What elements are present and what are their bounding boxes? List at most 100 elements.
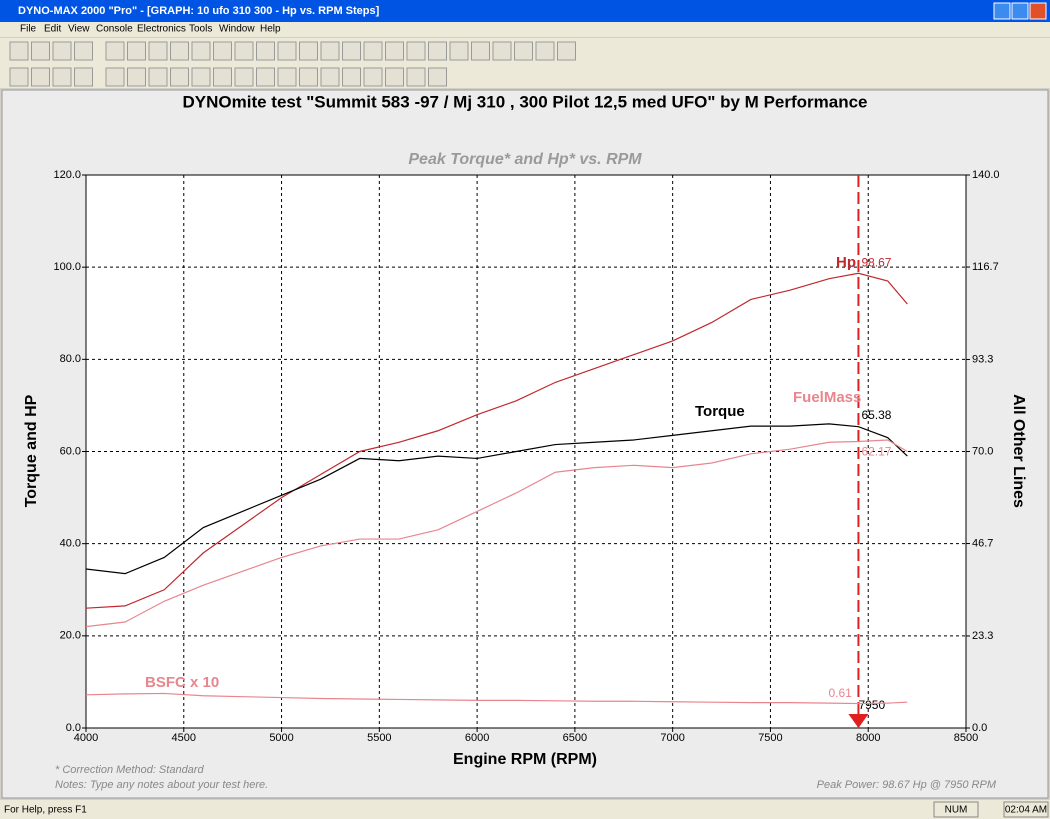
toolbar-button[interactable] <box>52 67 72 87</box>
toolbar-button[interactable] <box>9 67 29 87</box>
y-tick-label: 100.0 <box>53 261 81 273</box>
toolbar-button[interactable] <box>428 41 447 61</box>
menu-item[interactable]: Window <box>219 24 255 35</box>
status-text: 02:04 AM <box>1005 805 1047 816</box>
toolbar-button[interactable] <box>320 67 340 87</box>
x-tick-label: 4500 <box>172 732 196 744</box>
x-tick-label: 8000 <box>856 732 880 744</box>
menu-item[interactable]: Edit <box>44 24 61 35</box>
status-text: NUM <box>945 805 968 816</box>
toolbar-button[interactable] <box>385 41 404 61</box>
x-tick-label: 4000 <box>74 732 98 744</box>
y2-tick-label: 140.0 <box>972 169 1000 181</box>
menu-item[interactable]: Tools <box>189 24 212 35</box>
menu-item[interactable]: View <box>68 24 90 35</box>
series-label: Hp <box>836 254 856 271</box>
cursor-value: 98.67 <box>861 255 891 269</box>
toolbar-button[interactable] <box>557 41 576 61</box>
y2-axis-label: All Other Lines <box>1010 394 1027 508</box>
cursor-value: 65.38 <box>861 408 891 422</box>
x-tick-label: 5500 <box>367 732 391 744</box>
series-line <box>85 423 908 575</box>
menu-item[interactable]: Console <box>96 24 133 35</box>
y-tick-label: 20.0 <box>60 630 81 642</box>
note: * Correction Method: Standard <box>55 764 204 776</box>
toolbar-button[interactable] <box>492 41 512 61</box>
toolbar-button[interactable] <box>148 67 168 87</box>
toolbar-button[interactable] <box>535 41 555 61</box>
toolbar-button[interactable] <box>299 41 318 61</box>
peak-note: Peak Power: 98.67 Hp @ 7950 RPM <box>817 779 997 791</box>
toolbar-button[interactable] <box>31 41 50 61</box>
maximize-button[interactable] <box>1011 2 1029 20</box>
menu-bar <box>0 22 1050 37</box>
toolbar-button[interactable] <box>148 41 168 61</box>
cursor-marker <box>848 714 869 728</box>
test-heading: DYNOmite test "Summit 583 -97 / Mj 310 ,… <box>182 92 867 111</box>
y-tick-label: 60.0 <box>60 445 81 457</box>
toolbar-button[interactable] <box>299 67 318 87</box>
y-tick-label: 80.0 <box>60 353 81 365</box>
toolbar-button[interactable] <box>320 41 340 61</box>
y2-tick-label: 0.0 <box>972 722 987 734</box>
toolbar-button[interactable] <box>234 67 254 87</box>
x-tick-label: 7500 <box>758 732 782 744</box>
toolbar-button[interactable] <box>127 67 146 87</box>
x-tick-label: 6000 <box>465 732 489 744</box>
toolbar-button[interactable] <box>256 41 275 61</box>
toolbar-button[interactable] <box>342 67 361 87</box>
y2-tick-label: 93.3 <box>972 353 993 365</box>
close-button[interactable] <box>1029 2 1047 20</box>
y-tick-label: 40.0 <box>60 538 81 550</box>
series-line <box>85 272 908 609</box>
y-axis-label: Torque and HP <box>23 394 40 507</box>
toolbar-button[interactable] <box>213 41 232 61</box>
toolbar-button[interactable] <box>385 67 404 87</box>
y2-tick-label: 116.7 <box>972 261 999 273</box>
menu-item[interactable]: File <box>20 24 37 35</box>
x-tick-label: 7000 <box>660 732 684 744</box>
toolbar-button[interactable] <box>105 67 125 87</box>
x-tick-label: 8500 <box>954 732 978 744</box>
toolbar-button[interactable] <box>9 41 29 61</box>
toolbar-button[interactable] <box>191 67 211 87</box>
cursor-value: 62.17 <box>861 445 891 459</box>
toolbar-button[interactable] <box>363 41 383 61</box>
toolbar-button[interactable] <box>363 67 383 87</box>
x-tick-label: 5000 <box>269 732 293 744</box>
toolbar-button[interactable] <box>74 67 93 87</box>
x-tick-label: 6500 <box>563 732 587 744</box>
toolbar-button[interactable] <box>74 41 93 61</box>
toolbar-button[interactable] <box>127 41 146 61</box>
toolbar-button[interactable] <box>449 41 469 61</box>
title-bar <box>0 0 1050 22</box>
toolbar-button[interactable] <box>406 41 426 61</box>
toolbar-button[interactable] <box>277 67 297 87</box>
status-text: For Help, press F1 <box>4 805 87 816</box>
series-line <box>85 439 908 628</box>
toolbar-button[interactable] <box>406 67 426 87</box>
chart-title: Peak Torque* and Hp* vs. RPM <box>408 151 642 168</box>
toolbar-button[interactable] <box>213 67 232 87</box>
cursor-label: 7950 <box>858 698 885 712</box>
toolbar-button[interactable] <box>31 67 50 87</box>
status-pane <box>933 801 979 818</box>
toolbar-button[interactable] <box>234 41 254 61</box>
series-label: Torque <box>695 403 745 420</box>
toolbar-button[interactable] <box>191 41 211 61</box>
menu-item[interactable]: Electronics <box>137 24 186 35</box>
toolbar-button[interactable] <box>170 67 189 87</box>
toolbar-button[interactable] <box>170 41 189 61</box>
toolbar-button[interactable] <box>256 67 275 87</box>
toolbar-button[interactable] <box>342 41 361 61</box>
menu-item[interactable]: Help <box>260 24 281 35</box>
toolbar-button[interactable] <box>428 67 447 87</box>
toolbar-button[interactable] <box>514 41 533 61</box>
toolbar-button[interactable] <box>277 41 297 61</box>
toolbar-button[interactable] <box>52 41 72 61</box>
toolbar-button[interactable] <box>471 41 490 61</box>
y2-tick-label: 70.0 <box>972 445 993 457</box>
minimize-button[interactable] <box>993 2 1011 20</box>
toolbar-button[interactable] <box>105 41 125 61</box>
